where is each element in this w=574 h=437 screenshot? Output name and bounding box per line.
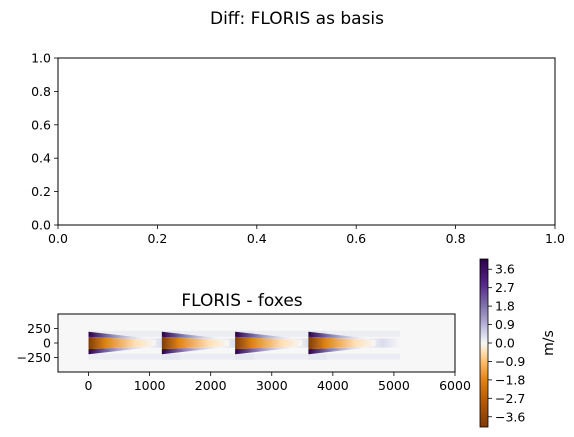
heatmap-title: FLORIS - foxes (181, 291, 302, 311)
wake-outer-band (161, 330, 254, 337)
wake-outer-band (88, 353, 181, 360)
colorbar-tick-label: −1.8 (495, 372, 525, 387)
wake-deficit (308, 336, 376, 350)
top-x-tick-label: 0.6 (346, 231, 366, 246)
top-y-tick-label: 0.6 (31, 117, 51, 132)
wake-outer-band (235, 353, 327, 360)
heatmap-y-tick-label: 0 (43, 336, 51, 351)
top-x-tick-label: 0.0 (48, 231, 68, 246)
wake-deficit (88, 336, 156, 350)
top-x-ticks: 0.0 0.2 0.4 0.6 0.8 1.0 (48, 225, 565, 246)
top-y-tick-label: 0.4 (31, 151, 51, 166)
wake-deficit (161, 336, 230, 350)
top-y-tick-label: 1.0 (31, 51, 51, 66)
heatmap-x-tick-label: 5000 (378, 378, 410, 393)
colorbar-tick-label: 3.6 (495, 262, 515, 277)
top-x-tick-label: 0.8 (446, 231, 466, 246)
wake-lower-edge (235, 346, 303, 355)
colorbar-tick-label: 1.8 (495, 299, 515, 314)
colorbar-tick-label: −2.7 (495, 391, 525, 406)
colorbar-label: m/s (541, 330, 557, 356)
wake-lower-edge (308, 346, 376, 355)
colorbar-tick-label: −3.6 (495, 409, 525, 424)
wake-recovery-region (365, 338, 401, 348)
top-y-tick-label: 0.0 (31, 218, 51, 233)
colorbar-tick-label: −0.9 (495, 354, 525, 369)
wake-outer-band (88, 330, 181, 337)
wake-lower-edge (88, 346, 156, 355)
top-x-tick-label: 1.0 (545, 231, 565, 246)
wake-deficit (235, 336, 303, 350)
wake-upper-edge (235, 331, 303, 340)
heatmap-x-tick-label: 6000 (439, 378, 471, 393)
top-y-tick-label: 0.8 (31, 84, 51, 99)
wake-upper-edge (161, 331, 230, 340)
wake-outer-band (235, 330, 327, 337)
wake-lower-edge (161, 346, 230, 355)
top-x-tick-label: 0.4 (247, 231, 267, 246)
figure-title: Diff: FLORIS as basis (210, 9, 384, 29)
top-axes-frame (57, 57, 556, 226)
wake-outer-band (161, 353, 254, 360)
top-axes: 0.0 0.2 0.4 0.6 0.8 1.0 0.0 0.2 0.4 0.6 0.8 1.0 (31, 51, 565, 247)
wake-upper-edge (88, 331, 156, 340)
heatmap-x-tick-label: 3000 (256, 378, 288, 393)
top-x-tick-label: 0.2 (147, 231, 167, 246)
colorbar-ticks: 3.6 2.7 1.8 0.9 0.0 −0.9 −1.8 −2.7 −3.6 (488, 262, 525, 424)
heatmap-x-tick-label: 1000 (134, 378, 166, 393)
top-y-tick-label: 0.2 (31, 184, 51, 199)
wake-upper-edge (308, 331, 376, 340)
heatmap-y-tick-label: −250 (17, 350, 51, 365)
wake-outer-band (308, 330, 401, 337)
heatmap-y-tick-label: 250 (27, 321, 51, 336)
colorbar-tick-label: 2.7 (495, 280, 515, 295)
heatmap-axes: FLORIS - foxes 0 1000 2000 3000 4000 5000 6000… (17, 291, 471, 393)
heatmap-x-tick-label: 2000 (195, 378, 227, 393)
top-y-ticks: 0.0 0.2 0.4 0.6 0.8 1.0 (31, 51, 58, 233)
heatmap-x-tick-label: 0 (85, 378, 93, 393)
colorbar-tick-label: 0.9 (495, 317, 515, 332)
heatmap-x-ticks: 0 1000 2000 3000 4000 5000 6000 (85, 372, 471, 393)
colorbar-bar (479, 258, 489, 428)
colorbar-tick-label: 0.0 (495, 336, 515, 351)
heatmap-x-tick-label: 4000 (317, 378, 349, 393)
heatmap-wakes (88, 330, 401, 360)
wake-outer-band (308, 353, 401, 360)
colorbar: 3.6 2.7 1.8 0.9 0.0 −0.9 −1.8 −2.7 −3.6 m/s (479, 258, 557, 428)
